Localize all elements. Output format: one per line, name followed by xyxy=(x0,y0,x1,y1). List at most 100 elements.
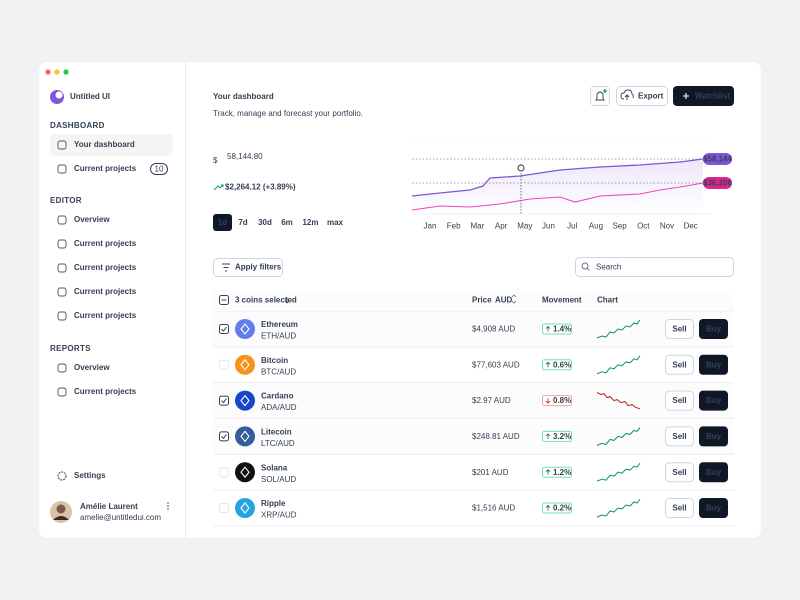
coin-price: $248.81 AUD xyxy=(472,432,520,441)
notifications-button[interactable] xyxy=(590,86,610,106)
nav-icon xyxy=(57,140,67,150)
nav-icon xyxy=(57,164,67,174)
buy-label: Buy xyxy=(706,432,722,441)
row-checkbox[interactable] xyxy=(219,503,229,513)
menu-dot[interactable] xyxy=(167,502,169,504)
sort-icon xyxy=(284,297,290,304)
buy-button[interactable] xyxy=(699,319,728,339)
search-icon xyxy=(581,262,589,270)
nav-badge-text: 10 xyxy=(155,165,164,174)
coin-name: Bitcoin xyxy=(261,356,288,365)
range-button[interactable] xyxy=(235,214,251,231)
sell-button[interactable] xyxy=(665,498,694,518)
coin-glyph xyxy=(240,430,250,443)
row-checkbox[interactable] xyxy=(219,467,229,478)
month-label: Mar xyxy=(471,222,485,231)
nav-item: Overview xyxy=(74,363,110,372)
chart-cursor-dot[interactable] xyxy=(517,164,525,172)
filters-label: Apply filters xyxy=(235,263,282,272)
row-selected-bg xyxy=(213,311,734,347)
month-label: Sep xyxy=(612,222,627,231)
sell-button[interactable] xyxy=(665,390,694,411)
movement-arrow xyxy=(545,469,551,475)
row-selected-bg xyxy=(213,383,734,419)
nav-item: Your dashboard xyxy=(74,140,135,149)
movement-value: 1.4% xyxy=(553,325,571,334)
user-name: Amélie Laurent xyxy=(80,502,138,511)
menu-dot[interactable] xyxy=(167,508,169,510)
row-checkbox[interactable] xyxy=(219,395,229,406)
nav-badge xyxy=(150,163,168,175)
range-button[interactable] xyxy=(279,214,295,231)
range-button[interactable] xyxy=(213,214,232,231)
coin-price: $77,603 AUD xyxy=(472,360,520,369)
month-label: Aug xyxy=(589,222,603,231)
coin-price: $201 AUD xyxy=(472,468,509,477)
watchlist-button[interactable] xyxy=(673,86,734,106)
movement-value: 1.2% xyxy=(553,468,571,477)
maximize-dot[interactable] xyxy=(63,69,69,75)
sparkline xyxy=(596,392,641,410)
filters-button[interactable] xyxy=(213,258,283,277)
chart-area xyxy=(412,159,703,214)
sell-label: Sell xyxy=(672,468,686,477)
close-dot[interactable] xyxy=(45,69,51,75)
buy-button[interactable] xyxy=(699,354,728,375)
coin-name: Cardano xyxy=(261,392,294,401)
range-button[interactable] xyxy=(256,214,274,231)
range-button[interactable] xyxy=(325,214,345,231)
currency-sort-icon xyxy=(511,294,517,304)
nav-item: Current projects xyxy=(74,387,137,396)
chart-line-secondary xyxy=(411,182,704,211)
minimize-dot[interactable] xyxy=(54,69,60,75)
month-label: Nov xyxy=(660,222,674,231)
export-button[interactable] xyxy=(616,86,668,106)
nav-icon xyxy=(57,311,67,321)
checkmark xyxy=(221,434,227,440)
month-label: Feb xyxy=(447,222,461,231)
month-label: Jun xyxy=(542,222,555,231)
movement-arrow xyxy=(545,325,551,332)
chart-line-primary xyxy=(411,158,704,197)
row-selected-bg xyxy=(213,418,734,454)
coin-price: $1,516 AUD xyxy=(472,504,515,513)
sparkline xyxy=(596,355,641,375)
sell-label: Sell xyxy=(672,325,686,334)
row-checkbox[interactable] xyxy=(219,324,229,334)
sell-label: Sell xyxy=(672,396,686,405)
coin-price: $4,908 AUD xyxy=(472,325,515,334)
logo-inner xyxy=(55,91,63,99)
buy-button[interactable] xyxy=(699,390,728,411)
movement-value: 0.6% xyxy=(553,360,571,369)
menu-dot[interactable] xyxy=(167,505,169,507)
sell-button[interactable] xyxy=(665,462,694,483)
movement-arrow xyxy=(545,361,551,368)
selection-count: 3 coins selected xyxy=(235,296,297,305)
row-checkbox[interactable] xyxy=(219,359,229,370)
range-button[interactable] xyxy=(301,214,320,231)
search-input[interactable] xyxy=(575,257,734,277)
nav-item: Current projects xyxy=(74,164,137,173)
buy-label: Buy xyxy=(706,325,722,334)
sell-label: Sell xyxy=(672,504,686,513)
nav-item-active[interactable] xyxy=(50,134,173,156)
settings-icon xyxy=(57,471,67,481)
sell-button[interactable] xyxy=(665,354,694,375)
column-header: Movement xyxy=(542,296,582,305)
label-pill xyxy=(703,153,732,165)
chart-label: $58,144 xyxy=(703,155,732,164)
sell-button[interactable] xyxy=(665,319,694,339)
row-checkbox[interactable] xyxy=(219,431,229,442)
coin-icon xyxy=(235,426,255,447)
avatar-face xyxy=(56,504,66,514)
month-label: Jan xyxy=(424,222,437,231)
coin-pair: ADA/AUD xyxy=(261,403,297,412)
buy-button[interactable] xyxy=(699,426,728,447)
search-icon-handle xyxy=(586,267,590,271)
buy-button[interactable] xyxy=(699,462,728,483)
buy-label: Buy xyxy=(706,504,722,513)
buy-button[interactable] xyxy=(699,498,728,518)
coin-glyph xyxy=(240,502,250,514)
sell-button[interactable] xyxy=(665,426,694,447)
